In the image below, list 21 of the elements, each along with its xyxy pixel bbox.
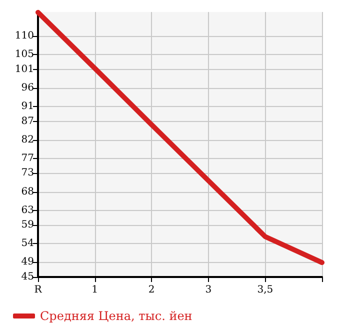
x-tick-label: 3: [205, 284, 212, 296]
y-tick-label: 77: [21, 152, 34, 164]
x-tick-label: 3,5: [257, 284, 274, 296]
y-tick-label: 49: [21, 256, 34, 268]
y-tick-label: 91: [21, 101, 34, 112]
legend-label: Средняя Цена, тыс. йен: [40, 309, 192, 323]
x-tick-label: R: [34, 284, 42, 296]
y-tick-label: 110: [14, 30, 34, 42]
y-tick-label: 96: [21, 82, 34, 94]
x-tick-label: 2: [148, 284, 155, 296]
y-tick-label: 68: [21, 186, 34, 198]
y-tick-label: 87: [21, 116, 34, 127]
x-tick-label: 1: [92, 284, 98, 296]
y-tick-label: 105: [14, 49, 34, 60]
y-tick-label: 59: [21, 220, 34, 231]
y-tick-label: 45: [21, 272, 34, 282]
y-tick-label: 101: [14, 64, 34, 75]
y-tick-label: 54: [21, 238, 34, 250]
y-tick-label: 73: [21, 168, 34, 179]
y-tick-label: 82: [21, 134, 34, 146]
y-tick-label: 63: [21, 204, 34, 216]
